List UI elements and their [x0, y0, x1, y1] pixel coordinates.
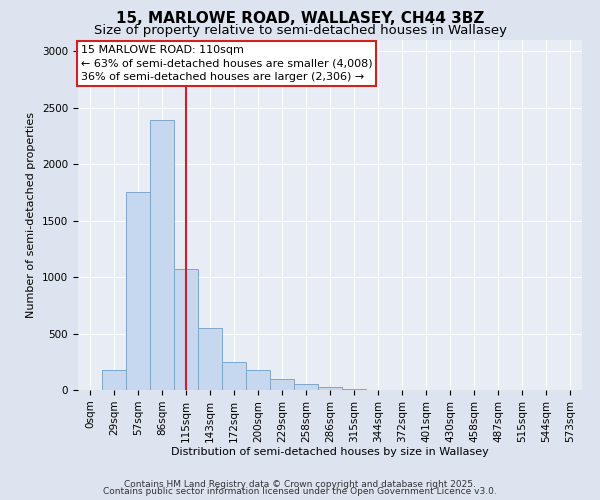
Text: 15 MARLOWE ROAD: 110sqm
← 63% of semi-detached houses are smaller (4,008)
36% of: 15 MARLOWE ROAD: 110sqm ← 63% of semi-de…	[80, 46, 372, 82]
Bar	[198, 328, 222, 390]
Bar	[342, 389, 366, 390]
Bar	[222, 362, 246, 390]
X-axis label: Distribution of semi-detached houses by size in Wallasey: Distribution of semi-detached houses by …	[171, 448, 489, 458]
Bar	[126, 192, 150, 390]
Bar	[174, 268, 198, 390]
Text: Contains HM Land Registry data © Crown copyright and database right 2025.: Contains HM Land Registry data © Crown c…	[124, 480, 476, 489]
Bar	[102, 370, 126, 390]
Bar	[270, 378, 294, 390]
Y-axis label: Number of semi-detached properties: Number of semi-detached properties	[26, 112, 37, 318]
Text: Contains public sector information licensed under the Open Government Licence v3: Contains public sector information licen…	[103, 487, 497, 496]
Bar	[318, 387, 342, 390]
Text: Size of property relative to semi-detached houses in Wallasey: Size of property relative to semi-detach…	[94, 24, 506, 37]
Bar	[294, 384, 318, 390]
Bar	[246, 370, 270, 390]
Text: 15, MARLOWE ROAD, WALLASEY, CH44 3BZ: 15, MARLOWE ROAD, WALLASEY, CH44 3BZ	[116, 11, 484, 26]
Bar	[150, 120, 174, 390]
